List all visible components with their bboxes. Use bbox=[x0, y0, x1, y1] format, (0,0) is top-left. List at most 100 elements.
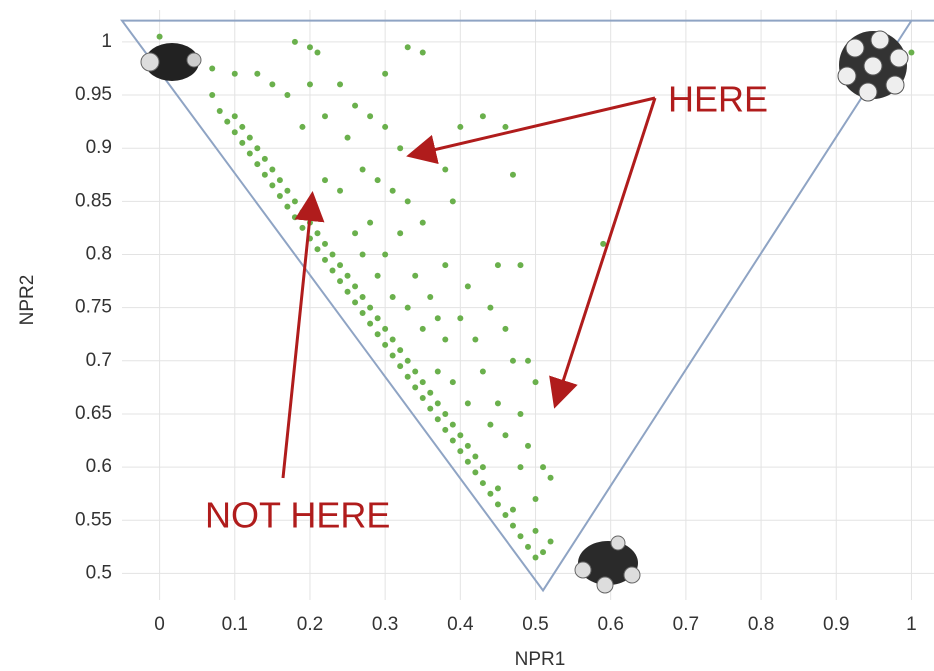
y-tick-label: 0.8 bbox=[86, 244, 112, 265]
y-tick-label: 0.9 bbox=[86, 137, 112, 158]
point bbox=[420, 395, 426, 401]
x-tick-label: 0.5 bbox=[522, 614, 548, 635]
point bbox=[254, 71, 260, 77]
point bbox=[292, 198, 298, 204]
point bbox=[254, 161, 260, 167]
point bbox=[352, 283, 358, 289]
point bbox=[299, 124, 305, 130]
point bbox=[375, 273, 381, 279]
point bbox=[254, 145, 260, 151]
point bbox=[540, 549, 546, 555]
point bbox=[352, 103, 358, 109]
point bbox=[405, 198, 411, 204]
point bbox=[337, 278, 343, 284]
point bbox=[217, 108, 223, 114]
point bbox=[480, 480, 486, 486]
point bbox=[375, 315, 381, 321]
point bbox=[360, 294, 366, 300]
point bbox=[457, 432, 463, 438]
point bbox=[292, 214, 298, 220]
y-tick-label: 0.55 bbox=[75, 509, 112, 530]
point bbox=[209, 92, 215, 98]
point bbox=[382, 342, 388, 348]
point bbox=[382, 252, 388, 258]
point bbox=[322, 177, 328, 183]
point bbox=[465, 459, 471, 465]
point bbox=[502, 512, 508, 518]
point bbox=[390, 352, 396, 358]
point bbox=[420, 379, 426, 385]
point bbox=[450, 379, 456, 385]
point bbox=[277, 177, 283, 183]
point bbox=[382, 326, 388, 332]
point bbox=[232, 113, 238, 119]
point bbox=[510, 358, 516, 364]
point bbox=[450, 422, 456, 428]
point bbox=[314, 246, 320, 252]
point bbox=[533, 379, 539, 385]
point bbox=[322, 241, 328, 247]
x-tick-label: 0.1 bbox=[222, 614, 248, 635]
point bbox=[360, 310, 366, 316]
point bbox=[382, 71, 388, 77]
point bbox=[390, 337, 396, 343]
point bbox=[345, 273, 351, 279]
point bbox=[465, 283, 471, 289]
x-tick-label: 0.9 bbox=[823, 614, 849, 635]
point bbox=[397, 230, 403, 236]
point bbox=[269, 182, 275, 188]
point bbox=[457, 315, 463, 321]
point bbox=[495, 400, 501, 406]
point bbox=[510, 507, 516, 513]
point bbox=[517, 464, 523, 470]
point bbox=[450, 198, 456, 204]
point bbox=[502, 326, 508, 332]
point bbox=[367, 305, 373, 311]
point bbox=[457, 124, 463, 130]
x-tick-label: 0.4 bbox=[447, 614, 474, 635]
point bbox=[548, 475, 554, 481]
point bbox=[352, 230, 358, 236]
point bbox=[548, 539, 554, 545]
point bbox=[239, 140, 245, 146]
point bbox=[442, 262, 448, 268]
x-axis-label: NPR1 bbox=[515, 649, 566, 670]
point bbox=[525, 358, 531, 364]
point bbox=[487, 305, 493, 311]
point bbox=[360, 166, 366, 172]
x-tick-label: 0 bbox=[154, 614, 165, 635]
y-tick-label: 0.75 bbox=[75, 297, 112, 318]
x-tick-label: 1 bbox=[906, 614, 917, 635]
point bbox=[465, 400, 471, 406]
point bbox=[472, 469, 478, 475]
point bbox=[600, 241, 606, 247]
point bbox=[314, 230, 320, 236]
point bbox=[427, 294, 433, 300]
point bbox=[908, 50, 914, 56]
point bbox=[525, 443, 531, 449]
point bbox=[517, 533, 523, 539]
point bbox=[533, 528, 539, 534]
point bbox=[510, 523, 516, 529]
point bbox=[480, 464, 486, 470]
point bbox=[314, 50, 320, 56]
point bbox=[390, 294, 396, 300]
point bbox=[345, 289, 351, 295]
point bbox=[397, 145, 403, 151]
point bbox=[480, 368, 486, 374]
y-tick-label: 1 bbox=[101, 31, 112, 52]
point bbox=[540, 464, 546, 470]
point bbox=[390, 188, 396, 194]
point bbox=[299, 209, 305, 215]
point bbox=[367, 220, 373, 226]
point bbox=[262, 172, 268, 178]
point bbox=[420, 220, 426, 226]
point bbox=[533, 554, 539, 560]
point bbox=[157, 34, 163, 40]
point bbox=[427, 406, 433, 412]
point bbox=[224, 119, 230, 125]
point bbox=[457, 448, 463, 454]
point bbox=[397, 347, 403, 353]
point bbox=[502, 432, 508, 438]
point bbox=[330, 252, 336, 258]
